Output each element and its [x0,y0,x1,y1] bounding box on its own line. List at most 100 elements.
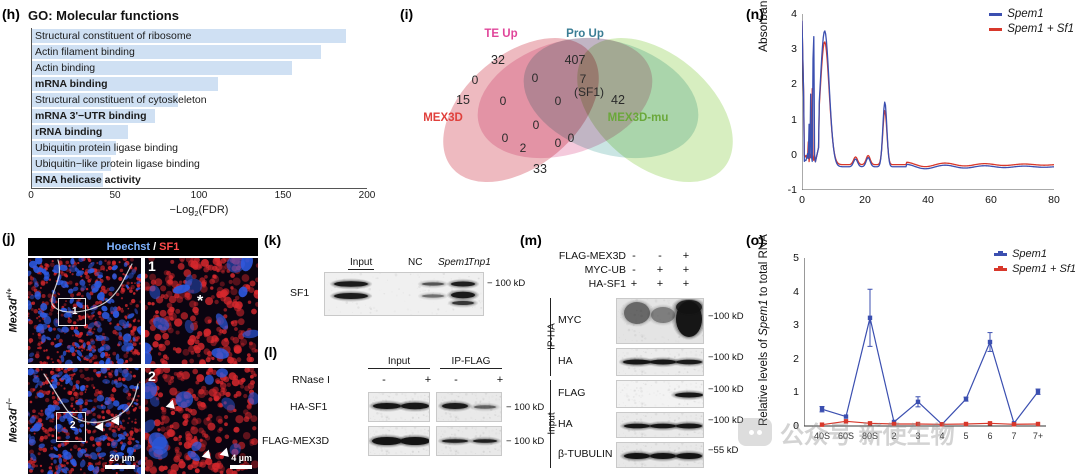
go-bar [32,173,103,187]
molecular-weight-marker: −100 kD [708,384,744,395]
go-bar [32,61,293,75]
blot-group-label: Input [368,356,430,369]
go-bar [32,29,347,43]
go-bar [32,93,179,107]
blot-image [616,298,704,344]
relative-x-tick: 7 [1011,431,1017,441]
genotype-label: Mex3d−/− [7,383,20,457]
relative-data-point [939,422,945,427]
relative-data-point [843,414,849,419]
blot-row-label: MYC [558,314,582,326]
legend-swatch [989,12,1003,16]
go-bar-row: Actin filament binding [32,44,367,60]
molecular-weight-marker: − 100 kD [487,278,526,289]
molecular-weight-marker: − 100 kD [506,436,545,447]
ylabel-post: to total RNA [758,234,770,300]
absorbance-y-tick: 3 [791,43,797,56]
go-category-label: Ubiquitin−like protein ligase binding [35,158,200,170]
legend-swatch [994,250,1008,256]
go-x-tick: 50 [109,190,121,201]
go-x-axis-line [31,188,367,189]
relative-y-tick: 2 [793,352,799,365]
roi-tag: 1 [72,306,78,317]
genotype-superscript: +/+ [6,288,14,299]
venn-count-te-pro-mu: 0 [554,94,562,108]
blot-row-label: SF1 [290,287,310,299]
molecular-weight-marker: −100 kD [708,311,744,322]
panel-o-label: (o) [746,232,764,248]
go-bar [32,109,155,123]
relative-data-point [891,421,897,427]
go-bar-row: Ubiquitin protein ligase binding [32,140,367,156]
go-xlabel-suffix: (FDR) [198,204,229,216]
micrograph-image: 2 4 µm [145,368,258,474]
go-category-label: Structural constituent of ribosome [35,30,192,42]
relative-data-point [915,399,921,405]
treatment-value: + [682,264,690,276]
blot-bracket-label: IP-HA [546,323,558,350]
relative-x-tick: 60S [837,431,855,441]
relative-y-tick: 4 [793,285,799,298]
micrograph-image: 1 [28,258,141,364]
treatment-label: FLAG-MEX3D [558,250,626,262]
blot-image [616,412,704,438]
panel-h-label: (h) [2,6,20,22]
venn-set-label-mex3d-mu: MEX3D-mu [607,112,669,124]
venn-count-pro-only: 407 [564,53,586,67]
legend-label: Spem1 + Sf1 [1012,263,1076,275]
go-bar-row: rRNA binding [32,124,367,140]
treatment-value: + [682,278,690,290]
absorbance-y-tick: 4 [791,8,797,20]
go-bar-plot-area: Structural constituent of ribosome Actin … [31,28,367,188]
genotype-superscript: −/− [6,398,14,409]
ylabel-pre: Relative levels of [758,335,770,426]
relative-line-spem1-sf1 [821,420,1039,426]
panel-k-rna-pulldown-blot: (k) SF1 Input NC Spem1 Tnp1 − 100 kD [260,228,525,340]
go-bar-row: mRNA 3'−UTR binding [32,108,367,124]
absorbance-x-tick: 20 [859,194,871,206]
relative-data-point [819,422,825,427]
treatment-label: MYC-UB [584,264,626,276]
blot-bracket-label: Input [546,412,558,435]
blot-group-label: IP-FLAG [440,356,502,369]
panel-j-immunofluorescence: (j) Hoechst / SF1 1 1 * 2 20 µm 2 4 µm Mex3d+/… [0,228,262,475]
venn-set-label-mex3d: MEX3D [423,112,463,124]
relative-data-point [987,421,993,426]
relative-data-point [987,339,993,345]
panel-n-polysome-profile: (n) Absorbance -1 0 1 2 3 4 0 20 40 60 80 Spem1 Spe… [740,0,1080,228]
go-x-tick: 100 [190,190,208,201]
panel-m-label: (m) [520,232,542,248]
relative-levels-plot-area: 0 1 2 3 4 5 40S 60S 80S 2 3 4 5 6 7 7+ [793,252,1046,441]
go-bar [32,125,128,139]
go-bar [32,45,321,59]
hoechst-channel-label: Hoechst [106,241,151,253]
legend-item: Spem1 + Sf1 [994,263,1076,275]
absorbance-x-tick: 60 [985,194,997,206]
molecular-weight-marker: −100 kD [708,352,744,363]
venn-count-mex3d-pro-mu: 0 [554,136,562,150]
go-bar-row: Structural constituent of cytoskeleton [32,92,367,108]
go-bar [32,141,116,155]
absorbance-x-tick: 40 [922,194,934,206]
go-bar [32,157,111,171]
lane-label: NC [408,257,423,268]
blot-row-label: FLAG-MEX3D [262,435,330,447]
relative-x-tick: 80S [861,431,879,441]
condition-value: + [496,374,504,386]
go-category-label: mRNA 3'−UTR binding [35,110,147,122]
blot-image [324,272,484,316]
treatment-label: HA-SF1 [588,278,626,290]
relative-y-tick: 5 [793,252,799,264]
treatment-value: - [632,250,636,262]
go-bar-row: Structural constituent of ribosome [32,28,367,44]
scale-bar [230,465,252,469]
legend-item: Spem1 + Sf1 [989,23,1074,35]
asterisk-marker: * [197,293,204,310]
relative-data-point [843,419,849,424]
legend-swatch [994,265,1008,271]
go-bar-row: mRNA binding [32,76,367,92]
absorbance-plot-area: -1 0 1 2 3 4 0 20 40 60 80 [788,8,1060,206]
go-category-label: mRNA binding [35,78,108,90]
channel-separator: / [153,241,157,253]
go-category-label: Actin binding [35,62,96,74]
